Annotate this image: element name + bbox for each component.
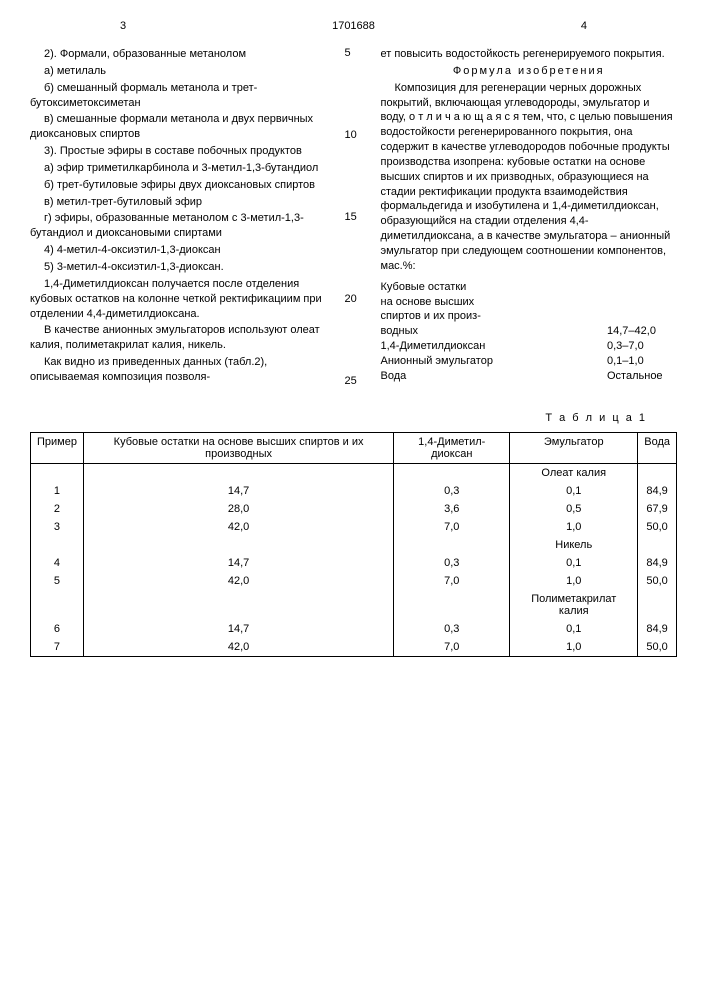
data-table: Пример Кубовые остатки на основе высших …: [30, 432, 677, 657]
ratio-label: водных: [381, 324, 608, 339]
cell: 7,0: [394, 638, 510, 657]
cell: 67,9: [638, 500, 677, 518]
cell: 14,7: [83, 620, 393, 638]
table-row: 3 42,0 7,0 1,0 50,0: [31, 518, 677, 536]
cell: 50,0: [638, 518, 677, 536]
cell: 42,0: [83, 572, 393, 590]
text-line: 3). Простые эфиры в составе побочных про…: [30, 144, 327, 159]
text-line: б) смешанный формаль метанола и трет-бут…: [30, 81, 327, 111]
page-num-right: 4: [581, 20, 587, 32]
table-subhead: Полиметакрилат калия: [31, 590, 677, 620]
text-line: 2). Формали, образованные метанолом: [30, 47, 327, 62]
cell: 3,6: [394, 500, 510, 518]
text-line: а) метилаль: [30, 64, 327, 79]
line-num: 25: [345, 375, 363, 387]
ratio-val: 0,3–7,0: [607, 339, 677, 354]
table-row: 2 28,0 3,6 0,5 67,9: [31, 500, 677, 518]
ratio-val: Остальное: [607, 369, 677, 384]
emulsifier-subhead: Полиметакрилат калия: [510, 590, 638, 620]
ratio-table: Кубовые остатки на основе высших спиртов…: [381, 280, 678, 384]
text-line: В качестве анионных эмульгаторов использ…: [30, 323, 327, 353]
ratio-label: 1,4-Диметилдиоксан: [381, 339, 608, 354]
page-header: 3 1701688 4: [30, 20, 677, 32]
table-header-row: Пример Кубовые остатки на основе высших …: [31, 432, 677, 463]
text-line: Как видно из приведенных данных (табл.2)…: [30, 355, 327, 385]
emulsifier-subhead: Олеат калия: [510, 463, 638, 482]
cell: 50,0: [638, 638, 677, 657]
table-row: 7 42,0 7,0 1,0 50,0: [31, 638, 677, 657]
text-line: 1,4-Диметилдиоксан получается после отде…: [30, 277, 327, 322]
table-subhead: Никель: [31, 536, 677, 554]
cell: 84,9: [638, 482, 677, 500]
text-line: ет повысить водостойкость регенерируемог…: [381, 47, 678, 62]
cell: 7: [31, 638, 84, 657]
ratio-label: на основе высших: [381, 295, 678, 310]
cell: 1: [31, 482, 84, 500]
doc-number: 1701688: [126, 20, 581, 32]
table-row: 4 14,7 0,3 0,1 84,9: [31, 554, 677, 572]
cell: 6: [31, 620, 84, 638]
cell: 0,3: [394, 554, 510, 572]
cell: 0,1: [510, 482, 638, 500]
right-column: ет повысить водостойкость регенерируемог…: [381, 47, 678, 387]
cell: 7,0: [394, 572, 510, 590]
claim-title: Формула изобретения: [381, 64, 678, 79]
table-header: Вода: [638, 432, 677, 463]
cell: 0,5: [510, 500, 638, 518]
table-caption: Т а б л и ц а 1: [30, 412, 647, 424]
cell: 0,1: [510, 554, 638, 572]
cell: 1,0: [510, 518, 638, 536]
ratio-val: 14,7–42,0: [607, 324, 677, 339]
cell: 2: [31, 500, 84, 518]
ratio-label: Кубовые остатки: [381, 280, 678, 295]
text-line: а) эфир триметилкарбинола и 3-метил-1,3-…: [30, 161, 327, 176]
cell: 84,9: [638, 620, 677, 638]
body-columns: 2). Формали, образованные метанолом а) м…: [30, 47, 677, 387]
ratio-val: 0,1–1,0: [607, 354, 677, 369]
text-line: в) метил-трет-бутиловый эфир: [30, 195, 327, 210]
cell: 0,3: [394, 482, 510, 500]
line-num: 5: [345, 47, 363, 59]
ratio-label: Анионный эмульгатор: [381, 354, 608, 369]
cell: 14,7: [83, 554, 393, 572]
line-num: 15: [345, 211, 363, 223]
left-column: 2). Формали, образованные метанолом а) м…: [30, 47, 327, 387]
text-line: 4) 4-метил-4-оксиэтил-1,3-диоксан: [30, 243, 327, 258]
cell: 5: [31, 572, 84, 590]
cell: 14,7: [83, 482, 393, 500]
cell: 7,0: [394, 518, 510, 536]
cell: 1,0: [510, 638, 638, 657]
table-header: Кубовые остатки на основе высших спиртов…: [83, 432, 393, 463]
cell: 1,0: [510, 572, 638, 590]
ratio-label: спиртов и их произ-: [381, 309, 678, 324]
text-line: в) смешанные формали метанола и двух пер…: [30, 112, 327, 142]
text-line: г) эфиры, образованные метанолом с 3-мет…: [30, 211, 327, 241]
ratio-label: Вода: [381, 369, 608, 384]
cell: 42,0: [83, 638, 393, 657]
text-line: 5) 3-метил-4-оксиэтил-1,3-диоксан.: [30, 260, 327, 275]
text-line: б) трет-бутиловые эфиры двух диоксановых…: [30, 178, 327, 193]
line-num: 10: [345, 129, 363, 141]
emulsifier-subhead: Никель: [510, 536, 638, 554]
line-number-gutter: 5 10 15 20 25: [345, 47, 363, 387]
cell: 84,9: [638, 554, 677, 572]
cell: 0,3: [394, 620, 510, 638]
cell: 42,0: [83, 518, 393, 536]
line-num: 20: [345, 293, 363, 305]
table-header: 1,4-Диметил-диоксан: [394, 432, 510, 463]
table-subhead: Олеат калия: [31, 463, 677, 482]
cell: 0,1: [510, 620, 638, 638]
cell: 50,0: [638, 572, 677, 590]
cell: 3: [31, 518, 84, 536]
cell: 4: [31, 554, 84, 572]
table-header: Пример: [31, 432, 84, 463]
table-row: 1 14,7 0,3 0,1 84,9: [31, 482, 677, 500]
cell: 28,0: [83, 500, 393, 518]
table-row: 6 14,7 0,3 0,1 84,9: [31, 620, 677, 638]
table-header: Эмульгатор: [510, 432, 638, 463]
table-row: 5 42,0 7,0 1,0 50,0: [31, 572, 677, 590]
claim-body: Композиция для регенерации черных дорожн…: [381, 81, 678, 274]
